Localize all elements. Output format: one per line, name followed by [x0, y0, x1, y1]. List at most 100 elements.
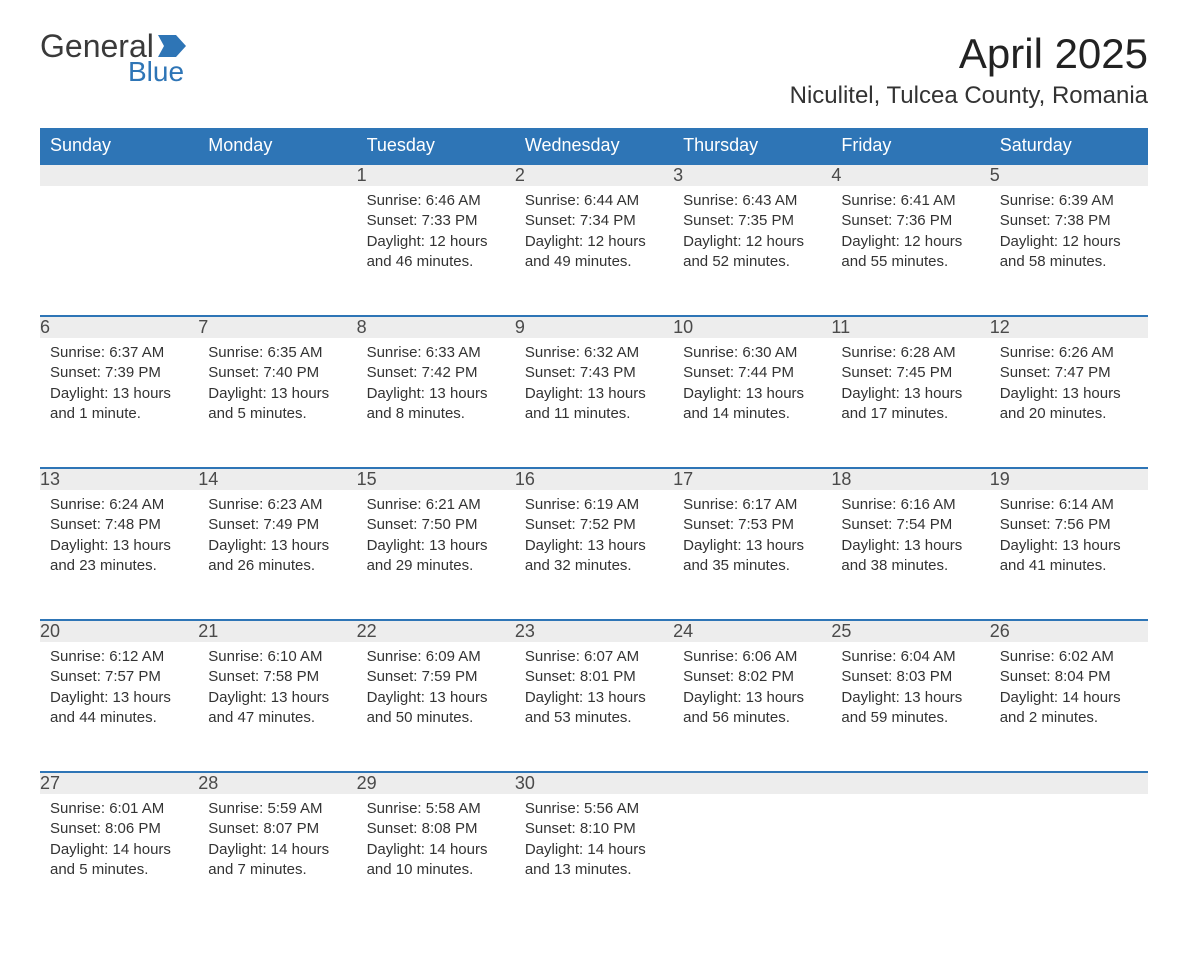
day-number: 4	[831, 164, 989, 186]
sunrise-text: Sunrise: 6:19 AM	[525, 495, 663, 515]
sunrise-text: Sunrise: 6:17 AM	[683, 495, 821, 515]
sunrise-text: Sunrise: 6:02 AM	[1000, 647, 1138, 667]
sunrise-text: Sunrise: 6:24 AM	[50, 495, 188, 515]
sunset-text: Sunset: 7:42 PM	[367, 363, 505, 383]
day-data: Sunrise: 6:28 AMSunset: 7:45 PMDaylight:…	[831, 338, 989, 434]
week-data-row: Sunrise: 6:37 AMSunset: 7:39 PMDaylight:…	[40, 338, 1148, 468]
day-cell: Sunrise: 6:30 AMSunset: 7:44 PMDaylight:…	[673, 338, 831, 468]
day-number: 5	[990, 164, 1148, 186]
day-data: Sunrise: 5:56 AMSunset: 8:10 PMDaylight:…	[515, 794, 673, 890]
sunset-text: Sunset: 7:48 PM	[50, 515, 188, 535]
day-cell: Sunrise: 5:59 AMSunset: 8:07 PMDaylight:…	[198, 794, 356, 924]
day-data: Sunrise: 6:43 AMSunset: 7:35 PMDaylight:…	[673, 186, 831, 282]
daylight-text: Daylight: 13 hours and 32 minutes.	[525, 536, 663, 577]
day-cell: Sunrise: 6:19 AMSunset: 7:52 PMDaylight:…	[515, 490, 673, 620]
empty-day-cell	[831, 794, 989, 924]
day-cell: Sunrise: 6:16 AMSunset: 7:54 PMDaylight:…	[831, 490, 989, 620]
daylight-text: Daylight: 13 hours and 17 minutes.	[841, 384, 979, 425]
weekday-header: Friday	[831, 128, 989, 164]
weekday-header: Wednesday	[515, 128, 673, 164]
week-data-row: Sunrise: 6:24 AMSunset: 7:48 PM Daylight:…	[40, 490, 1148, 620]
daylight-text: Daylight: 14 hours and 10 minutes.	[367, 840, 505, 881]
weekday-header: Monday	[198, 128, 356, 164]
sunset-text: Sunset: 8:06 PM	[50, 819, 188, 839]
day-cell: Sunrise: 6:07 AMSunset: 8:01 PMDaylight:…	[515, 642, 673, 772]
sunset-text: Sunset: 8:08 PM	[367, 819, 505, 839]
sunset-text: Sunset: 7:40 PM	[208, 363, 346, 383]
sunrise-text: Sunrise: 6:30 AM	[683, 343, 821, 363]
daylight-text: Daylight: 13 hours and 56 minutes.	[683, 688, 821, 729]
day-data: Sunrise: 6:02 AMSunset: 8:04 PMDaylight:…	[990, 642, 1148, 738]
sunrise-text: Sunrise: 6:14 AM	[1000, 495, 1138, 515]
day-number: 16	[515, 468, 673, 490]
day-number: 27	[40, 772, 198, 794]
day-cell: Sunrise: 6:23 AMSunset: 7:49 PMDaylight:…	[198, 490, 356, 620]
day-data: Sunrise: 6:33 AMSunset: 7:42 PMDaylight:…	[357, 338, 515, 434]
sunset-text: Sunset: 7:53 PM	[683, 515, 821, 535]
empty-day-number	[198, 164, 356, 186]
empty-day-cell	[673, 794, 831, 924]
day-number: 1	[357, 164, 515, 186]
day-number: 19	[990, 468, 1148, 490]
daylight-text: Daylight: 13 hours and 41 minutes.	[1000, 536, 1138, 577]
sunrise-text: Sunrise: 6:10 AM	[208, 647, 346, 667]
sunset-text: Sunset: 8:04 PM	[1000, 667, 1138, 687]
day-cell: Sunrise: 6:46 AMSunset: 7:33 PMDaylight:…	[357, 186, 515, 316]
sunrise-text: Sunrise: 5:56 AM	[525, 799, 663, 819]
day-cell: Sunrise: 6:28 AMSunset: 7:45 PMDaylight:…	[831, 338, 989, 468]
sunset-text: Sunset: 7:36 PM	[841, 211, 979, 231]
location-subtitle: Niculitel, Tulcea County, Romania	[790, 82, 1148, 110]
day-cell: Sunrise: 5:58 AMSunset: 8:08 PMDaylight:…	[357, 794, 515, 924]
day-cell: Sunrise: 6:10 AMSunset: 7:58 PMDaylight:…	[198, 642, 356, 772]
day-data: Sunrise: 6:14 AMSunset: 7:56 PMDaylight:…	[990, 490, 1148, 586]
day-number: 12	[990, 316, 1148, 338]
day-data: Sunrise: 6:44 AMSunset: 7:34 PMDaylight:…	[515, 186, 673, 282]
day-data: Sunrise: 6:35 AMSunset: 7:40 PMDaylight:…	[198, 338, 356, 434]
daylight-text: Daylight: 13 hours and 35 minutes.	[683, 536, 821, 577]
weekday-header: Tuesday	[357, 128, 515, 164]
empty-day-cell	[40, 186, 198, 316]
daylight-text: Daylight: 12 hours and 46 minutes.	[367, 232, 505, 273]
day-data: Sunrise: 6:41 AMSunset: 7:36 PMDaylight:…	[831, 186, 989, 282]
sunrise-text: Sunrise: 6:16 AM	[841, 495, 979, 515]
week-daynum-row: 27282930	[40, 772, 1148, 794]
page-header: General Blue April 2025 Niculitel, Tulce…	[40, 30, 1148, 110]
day-number: 20	[40, 620, 198, 642]
day-data: Sunrise: 6:12 AMSunset: 7:57 PMDaylight:…	[40, 642, 198, 738]
day-number: 15	[357, 468, 515, 490]
day-number: 24	[673, 620, 831, 642]
sunrise-text: Sunrise: 6:26 AM	[1000, 343, 1138, 363]
sunset-text: Sunset: 8:01 PM	[525, 667, 663, 687]
day-number: 10	[673, 316, 831, 338]
sunrise-text: Sunrise: 6:43 AM	[683, 191, 821, 211]
day-number: 25	[831, 620, 989, 642]
sunrise-text: Sunrise: 6:07 AM	[525, 647, 663, 667]
day-cell: Sunrise: 6:44 AMSunset: 7:34 PMDaylight:…	[515, 186, 673, 316]
empty-day-number	[831, 772, 989, 794]
day-cell: Sunrise: 5:56 AMSunset: 8:10 PMDaylight:…	[515, 794, 673, 924]
sunrise-text: Sunrise: 5:59 AM	[208, 799, 346, 819]
daylight-text: Daylight: 13 hours and 47 minutes.	[208, 688, 346, 729]
day-number: 18	[831, 468, 989, 490]
day-cell: Sunrise: 6:01 AMSunset: 8:06 PMDaylight:…	[40, 794, 198, 924]
week-data-row: Sunrise: 6:01 AMSunset: 8:06 PMDaylight:…	[40, 794, 1148, 924]
day-cell: Sunrise: 6:21 AMSunset: 7:50 PMDaylight:…	[357, 490, 515, 620]
day-cell: Sunrise: 6:39 AMSunset: 7:38 PMDaylight:…	[990, 186, 1148, 316]
day-number: 3	[673, 164, 831, 186]
day-cell: Sunrise: 6:17 AMSunset: 7:53 PMDaylight:…	[673, 490, 831, 620]
daylight-text: Daylight: 13 hours and 14 minutes.	[683, 384, 821, 425]
daylight-text: Daylight: 14 hours and 2 minutes.	[1000, 688, 1138, 729]
week-daynum-row: 13141516171819	[40, 468, 1148, 490]
day-cell: Sunrise: 6:24 AMSunset: 7:48 PMDaylight:…	[40, 490, 198, 620]
sunset-text: Sunset: 7:43 PM	[525, 363, 663, 383]
day-cell: Sunrise: 6:14 AMSunset: 7:56 PMDaylight:…	[990, 490, 1148, 620]
sunrise-text: Sunrise: 6:44 AM	[525, 191, 663, 211]
sunset-text: Sunset: 7:59 PM	[367, 667, 505, 687]
sunset-text: Sunset: 7:58 PM	[208, 667, 346, 687]
day-data: Sunrise: 6:09 AMSunset: 7:59 PMDaylight:…	[357, 642, 515, 738]
empty-day-number	[40, 164, 198, 186]
empty-day-cell	[990, 794, 1148, 924]
day-number: 29	[357, 772, 515, 794]
sunrise-text: Sunrise: 6:28 AM	[841, 343, 979, 363]
sunset-text: Sunset: 7:54 PM	[841, 515, 979, 535]
